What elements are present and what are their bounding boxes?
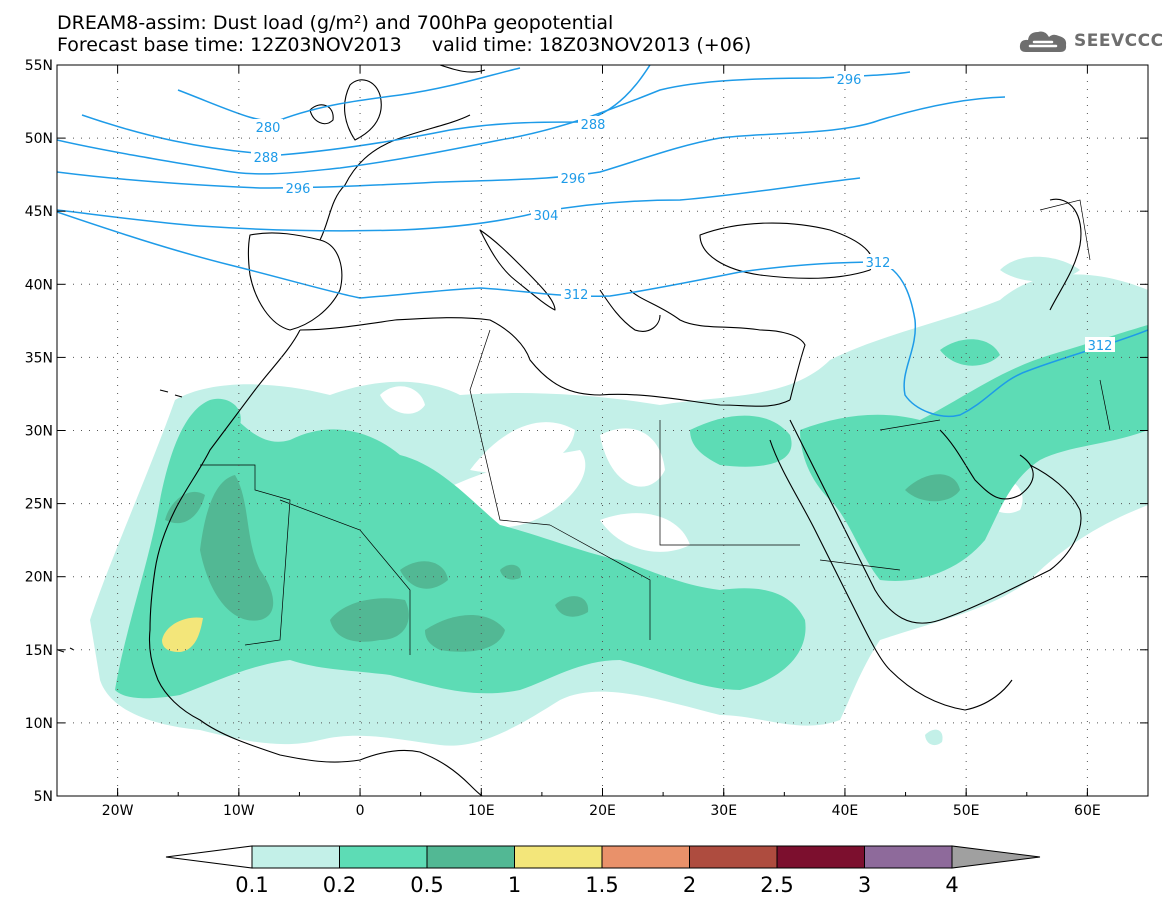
colorbar-label: 1.5 bbox=[585, 873, 618, 897]
lat-tick-label: 55N bbox=[25, 58, 53, 74]
lat-tick-label: 30N bbox=[25, 424, 53, 440]
lon-tick-label: 60E bbox=[1074, 803, 1101, 819]
colorbar-over-triangle bbox=[951, 845, 1041, 869]
cloud-logo-icon bbox=[1019, 31, 1067, 52]
colorbar-label: 4 bbox=[945, 873, 958, 897]
contour-label: 288 bbox=[578, 116, 608, 133]
contour-label: 296 bbox=[283, 180, 313, 197]
colorbar-label: 0.1 bbox=[235, 873, 268, 897]
lat-tick-label: 20N bbox=[25, 570, 53, 586]
colorbar-label: 0.2 bbox=[323, 873, 356, 897]
colorbar-swatch bbox=[776, 845, 865, 869]
lat-tick-label: 50N bbox=[25, 131, 53, 147]
lon-tick-label: 20E bbox=[589, 803, 616, 819]
colorbar-swatch bbox=[251, 845, 340, 869]
colorbar-swatch bbox=[426, 845, 515, 869]
svg-text:312: 312 bbox=[564, 288, 589, 303]
svg-text:296: 296 bbox=[561, 172, 586, 187]
lat-tick-labels: 55N 50N 45N 40N 35N 30N 25N 20N 15N 10N 5N bbox=[25, 58, 53, 805]
svg-text:304: 304 bbox=[534, 209, 559, 224]
colorbar-label: 2 bbox=[683, 873, 696, 897]
colorbar-label: 3 bbox=[858, 873, 871, 897]
map-subtitle: Forecast base time: 12Z03NOV2013 valid t… bbox=[57, 34, 752, 56]
svg-text:296: 296 bbox=[286, 182, 311, 197]
map-title: DREAM8-assim: Dust load (g/m²) and 700hP… bbox=[57, 12, 614, 34]
lon-tick-label: 0 bbox=[356, 803, 365, 819]
lat-tick-label: 40N bbox=[25, 277, 53, 293]
contour-label: 288 bbox=[251, 149, 281, 166]
svg-text:296: 296 bbox=[837, 73, 862, 88]
logo-text: SEEVCCC bbox=[1074, 31, 1164, 51]
colorbar-label: 1 bbox=[508, 873, 521, 897]
lat-tick-label: 45N bbox=[25, 204, 53, 220]
svg-text:312: 312 bbox=[1088, 339, 1113, 354]
colorbar-under-triangle bbox=[165, 845, 253, 869]
colorbar-swatch bbox=[864, 845, 953, 869]
dust-shade-peak bbox=[162, 617, 203, 652]
lon-tick-label: 10W bbox=[223, 803, 255, 819]
lon-tick-label: 50E bbox=[953, 803, 980, 819]
axis-ticks bbox=[56, 64, 1149, 797]
contour-label: 296 bbox=[834, 71, 864, 88]
svg-text:288: 288 bbox=[581, 118, 606, 133]
contour-label: 312 bbox=[1085, 337, 1115, 354]
lon-tick-label: 40E bbox=[832, 803, 859, 819]
contour-label: 312 bbox=[561, 286, 591, 303]
lon-tick-label: 20W bbox=[102, 803, 134, 819]
colorbar-swatch bbox=[689, 845, 778, 869]
contour-label: 280 bbox=[253, 119, 283, 136]
coastlines bbox=[57, 65, 1082, 796]
country-borders bbox=[200, 199, 1111, 655]
lon-tick-label: 10E bbox=[468, 803, 495, 819]
dust-shade-high bbox=[165, 474, 960, 652]
colorbar-swatch bbox=[514, 845, 603, 869]
contour-label: 312 bbox=[863, 254, 893, 271]
colorbar-label: 2.5 bbox=[760, 873, 793, 897]
svg-text:312: 312 bbox=[866, 256, 891, 271]
dust-shade-mid bbox=[115, 325, 1148, 699]
lat-tick-label: 10N bbox=[25, 716, 53, 732]
colorbar-label: 0.5 bbox=[410, 873, 443, 897]
svg-text:280: 280 bbox=[256, 121, 281, 136]
lon-tick-labels: 20W 10W 0 10E 20E 30E 40E 50E 60E bbox=[102, 803, 1101, 819]
seevccc-logo: SEEVCCC bbox=[1018, 24, 1164, 58]
colorbar-swatch bbox=[601, 845, 690, 869]
contour-label: 296 bbox=[558, 170, 588, 187]
lat-tick-label: 5N bbox=[34, 789, 53, 805]
lon-tick-label: 30E bbox=[710, 803, 737, 819]
contour-labels: 280 288 288 296 296 296 304 312 312 312 bbox=[251, 71, 1115, 354]
lat-tick-label: 35N bbox=[25, 350, 53, 366]
lat-tick-label: 15N bbox=[25, 643, 53, 659]
colorbar-swatch bbox=[339, 845, 428, 869]
lat-tick-label: 25N bbox=[25, 497, 53, 513]
svg-text:288: 288 bbox=[254, 151, 279, 166]
contour-label: 304 bbox=[531, 207, 561, 224]
